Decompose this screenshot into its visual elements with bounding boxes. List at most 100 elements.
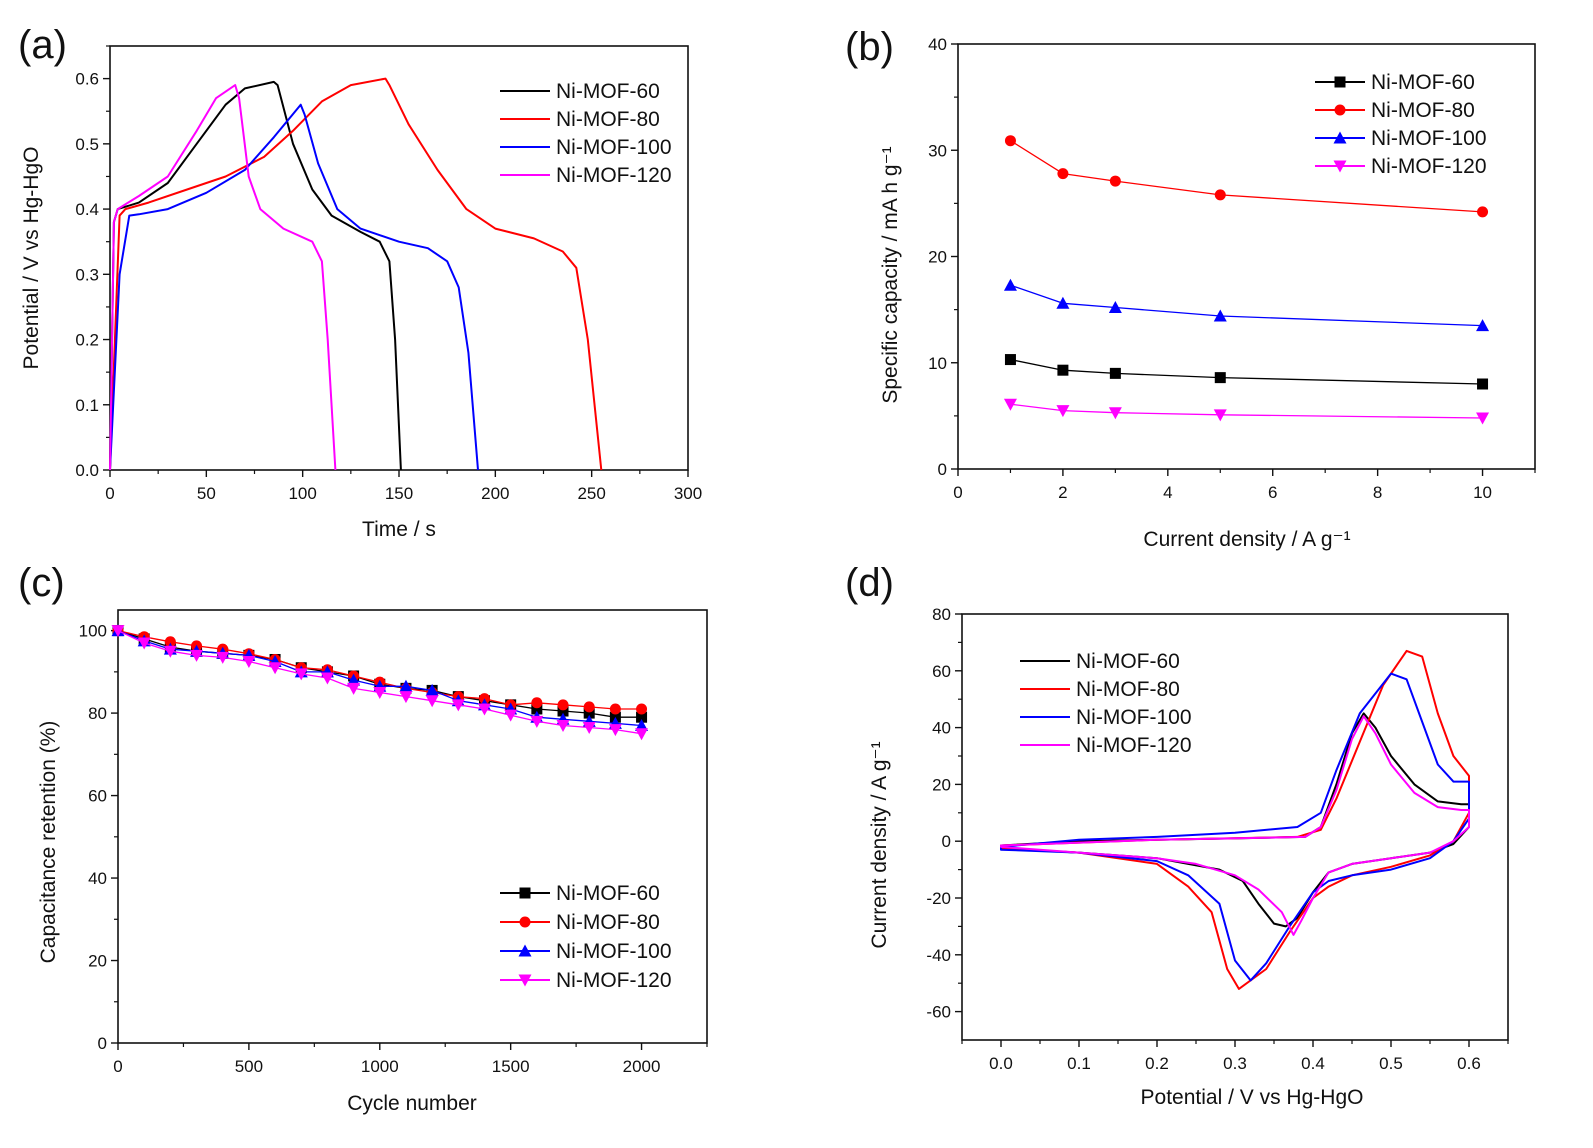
marker-triangle-down	[451, 699, 465, 712]
marker-square	[557, 705, 569, 717]
legend-item: Ni-MOF-120	[1315, 155, 1487, 178]
legend-label: Ni-MOF-80	[1371, 99, 1475, 122]
series-line	[1010, 284, 1483, 327]
series-line	[1000, 712, 1470, 928]
panel-a: (a) Time / s Potential / V vs Hg-HgO 0 50…	[18, 23, 702, 541]
legend-label: Ni-MOF-120	[556, 969, 672, 992]
legend-item: Ni-MOF-120	[500, 164, 672, 187]
marker-triangle-down	[137, 637, 151, 650]
marker-triangle-down	[608, 724, 622, 737]
x-tick-label: 50	[197, 484, 216, 503]
series-line	[1000, 649, 1470, 990]
marker-triangle-down	[477, 703, 491, 716]
marker-circle	[1057, 168, 1069, 180]
series-Ni-MOF-80	[1000, 649, 1470, 990]
legend-label: Ni-MOF-80	[556, 911, 660, 934]
y-tick-label: 0.2	[75, 331, 99, 350]
legend-item: Ni-MOF-60	[1315, 71, 1475, 94]
series-Ni-MOF-80	[109, 77, 603, 471]
legend-label: Ni-MOF-120	[556, 164, 672, 187]
marker-square	[636, 711, 648, 723]
marker-triangle-down	[163, 645, 177, 658]
series-Ni-MOF-80	[1004, 135, 1489, 218]
legend-item: Ni-MOF-60	[500, 882, 660, 905]
marker-triangle-down	[518, 974, 532, 987]
marker-triangle-down	[216, 651, 230, 664]
panel-c: (c) Cycle number Capacitance retention (…	[18, 561, 708, 1115]
series-Ni-MOF-120	[1003, 398, 1490, 425]
y-tick-label: 0.1	[75, 396, 99, 415]
marker-circle	[609, 703, 621, 715]
marker-triangle-down	[1056, 405, 1070, 418]
x-tick-label: 250	[577, 484, 605, 503]
series-Ni-MOF-60	[1004, 354, 1489, 390]
series-line	[1000, 672, 1470, 982]
y-tick-label: 80	[88, 704, 107, 723]
y-tick-label: 0.5	[75, 135, 99, 154]
series-Ni-MOF-120	[1000, 715, 1470, 936]
legend-label: Ni-MOF-100	[1076, 706, 1192, 729]
legend-item: Ni-MOF-80	[500, 911, 660, 934]
legend-item: Ni-MOF-60	[1020, 650, 1180, 673]
x-tick-label: 0.6	[1457, 1054, 1481, 1073]
series-Ni-MOF-80	[112, 625, 648, 715]
legend-item: Ni-MOF-80	[500, 108, 660, 131]
y-tick-label: 40	[928, 35, 947, 54]
legend-label: Ni-MOF-80	[556, 108, 660, 131]
series-Ni-MOF-60	[1000, 712, 1470, 928]
marker-triangle-down	[399, 691, 413, 704]
marker-circle	[1334, 104, 1346, 116]
x-tick-label: 4	[1163, 483, 1172, 502]
panel-label: (b)	[845, 25, 894, 69]
panel-label: (a)	[18, 23, 67, 67]
marker-triangle-down	[242, 656, 256, 669]
marker-square	[1214, 372, 1226, 384]
plot-frame	[961, 613, 1509, 1041]
marker-circle	[1477, 206, 1489, 218]
x-tick-label: 0.4	[1301, 1054, 1325, 1073]
x-axis-label: Time / s	[362, 518, 436, 541]
marker-triangle-up	[425, 683, 439, 696]
marker-circle	[519, 916, 531, 928]
series-Ni-MOF-100	[109, 103, 479, 471]
marker-circle	[583, 701, 595, 713]
x-axis-label: Cycle number	[347, 1092, 477, 1115]
panel-d: (d) Potential / V vs Hg-HgO Current dens…	[845, 561, 1509, 1109]
marker-triangle-up	[399, 679, 413, 692]
y-tick-label: 20	[928, 248, 947, 267]
x-tick-label: 0.2	[1145, 1054, 1169, 1073]
legend-item: Ni-MOF-60	[500, 80, 660, 103]
x-tick-label: 0	[105, 484, 114, 503]
marker-square	[1334, 76, 1346, 88]
y-tick-label: 100	[79, 622, 107, 641]
marker-triangle-up	[1108, 301, 1122, 313]
panel-b: (b) Current density / A g⁻¹ Specific cap…	[845, 25, 1536, 551]
y-tick-label: 40	[932, 719, 951, 738]
y-tick-label: 40	[88, 869, 107, 888]
marker-triangle-down	[294, 668, 308, 681]
marker-triangle-down	[1108, 407, 1122, 420]
y-tick-label: 0.3	[75, 265, 99, 284]
panel-label: (c)	[18, 561, 65, 605]
legend-item: Ni-MOF-80	[1020, 678, 1180, 701]
y-tick-label: 0.4	[75, 200, 99, 219]
y-tick-label: 80	[932, 605, 951, 624]
x-tick-label: 2000	[623, 1057, 661, 1076]
x-tick-label: 0	[113, 1057, 122, 1076]
series-line	[109, 80, 402, 471]
marker-triangle-up	[1056, 296, 1070, 309]
marker-circle	[1109, 175, 1121, 187]
x-tick-label: 0.0	[989, 1054, 1013, 1073]
marker-square	[519, 887, 531, 899]
y-tick-label: 0	[942, 832, 951, 851]
marker-triangle-down	[556, 719, 570, 732]
series-line	[1010, 403, 1483, 419]
marker-triangle-down	[1213, 409, 1227, 422]
marker-triangle-down	[1476, 412, 1490, 425]
legend-item: Ni-MOF-80	[1315, 99, 1475, 122]
marker-triangle-down	[1003, 398, 1017, 411]
y-axis-label: Current density / A g⁻¹	[868, 741, 891, 948]
y-axis-label: Capacitance retention (%)	[37, 721, 60, 964]
x-axis-label: Potential / V vs Hg-HgO	[1141, 1086, 1364, 1109]
